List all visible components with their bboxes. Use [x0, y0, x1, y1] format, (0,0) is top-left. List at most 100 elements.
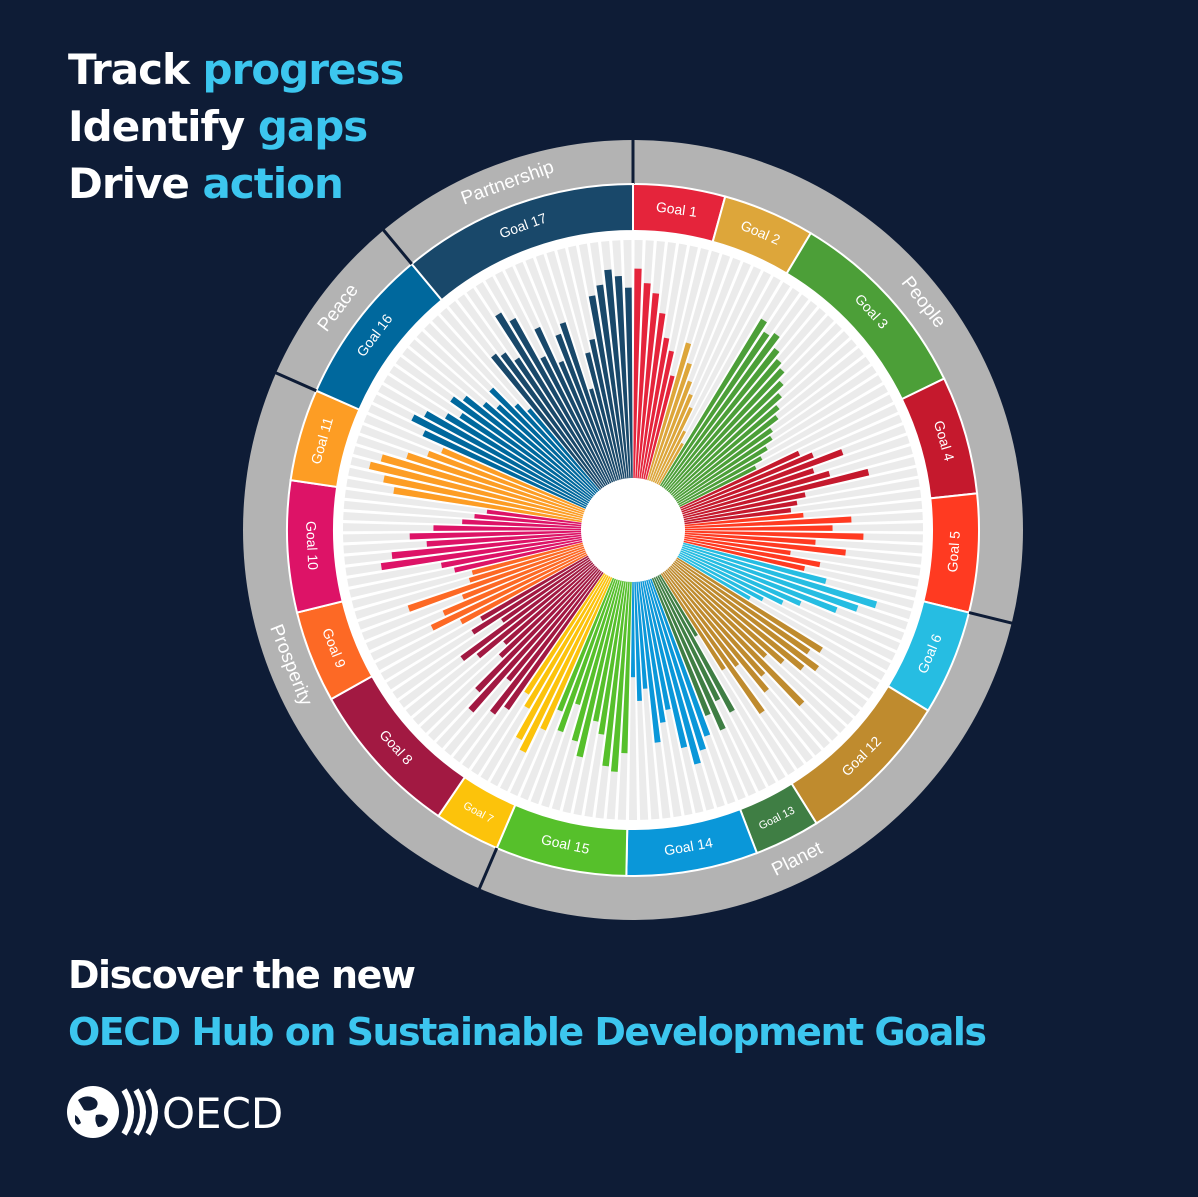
footer-title: OECD Hub on Sustainable Development Goal… — [68, 1010, 985, 1054]
bar — [675, 559, 811, 655]
bar — [643, 350, 674, 480]
bar — [624, 287, 633, 479]
bar — [407, 546, 585, 612]
bar — [684, 536, 791, 556]
bar — [411, 414, 588, 507]
bar-track — [658, 276, 781, 486]
bar — [674, 560, 820, 672]
bar — [380, 454, 584, 517]
bar — [648, 579, 707, 751]
bar-track — [628, 581, 638, 821]
bar — [462, 519, 582, 529]
bar — [660, 573, 726, 671]
bar — [604, 269, 629, 479]
bar — [368, 461, 583, 519]
bar — [406, 452, 584, 515]
bar — [515, 575, 609, 740]
bar — [635, 283, 651, 479]
bar — [459, 553, 588, 625]
bar — [641, 337, 670, 479]
bar — [664, 348, 780, 490]
bar — [610, 581, 630, 772]
bar — [678, 465, 757, 507]
bar — [491, 353, 602, 490]
bar — [679, 450, 801, 509]
headline-highlight: progress — [203, 45, 404, 94]
bar — [460, 560, 592, 662]
bar — [427, 450, 585, 513]
bar — [440, 538, 583, 569]
bar — [514, 357, 605, 488]
bar — [558, 360, 614, 483]
headline-line: Identify gaps — [68, 102, 367, 151]
bar — [678, 456, 763, 506]
bar — [666, 359, 782, 492]
bar — [670, 565, 768, 659]
bar — [661, 331, 770, 488]
bar — [683, 492, 806, 521]
goal-label: Goal 1 — [655, 198, 698, 219]
bar — [684, 512, 804, 527]
bar — [678, 553, 764, 602]
bar — [676, 446, 768, 504]
bar — [576, 580, 622, 758]
bar — [585, 352, 621, 480]
bar — [383, 475, 583, 521]
bar — [683, 538, 821, 568]
bar — [679, 552, 784, 605]
bar-track — [656, 271, 771, 485]
bar — [444, 413, 590, 504]
bar — [677, 555, 751, 601]
headline-highlight: gaps — [258, 102, 367, 151]
bar — [391, 534, 582, 559]
bar — [659, 318, 767, 487]
headline-line: Drive action — [68, 159, 343, 208]
bar — [683, 540, 805, 572]
bar — [490, 570, 602, 715]
bar — [588, 295, 625, 479]
bar — [673, 415, 779, 499]
bar — [665, 569, 769, 693]
bar — [634, 581, 642, 701]
bar — [671, 563, 785, 665]
bar — [514, 403, 599, 493]
bar — [474, 514, 582, 527]
bar — [424, 410, 588, 506]
bar — [684, 516, 852, 529]
bar — [557, 577, 615, 712]
bar — [659, 574, 698, 637]
bar — [675, 435, 773, 502]
bar — [649, 362, 692, 482]
bar — [433, 525, 582, 531]
bar — [480, 555, 589, 621]
bar — [589, 339, 623, 480]
bar — [495, 312, 607, 487]
bar — [524, 573, 606, 695]
headline-word: Drive — [68, 159, 189, 208]
bar — [471, 557, 590, 635]
bar — [454, 540, 583, 573]
bar — [476, 562, 594, 659]
bar — [430, 552, 587, 631]
bar — [614, 275, 631, 479]
bar — [684, 530, 864, 540]
bar — [684, 532, 816, 545]
bar — [527, 408, 600, 492]
bar — [380, 536, 582, 571]
bar — [596, 284, 627, 479]
bar — [475, 566, 598, 693]
bar — [653, 577, 726, 731]
bar — [468, 544, 584, 583]
bar — [682, 468, 815, 515]
bar — [471, 542, 583, 575]
bar — [498, 565, 596, 659]
bar — [658, 442, 684, 486]
bar — [482, 401, 594, 497]
bar — [598, 581, 626, 735]
bar — [571, 579, 620, 742]
bar — [501, 559, 591, 623]
bar — [646, 579, 701, 765]
